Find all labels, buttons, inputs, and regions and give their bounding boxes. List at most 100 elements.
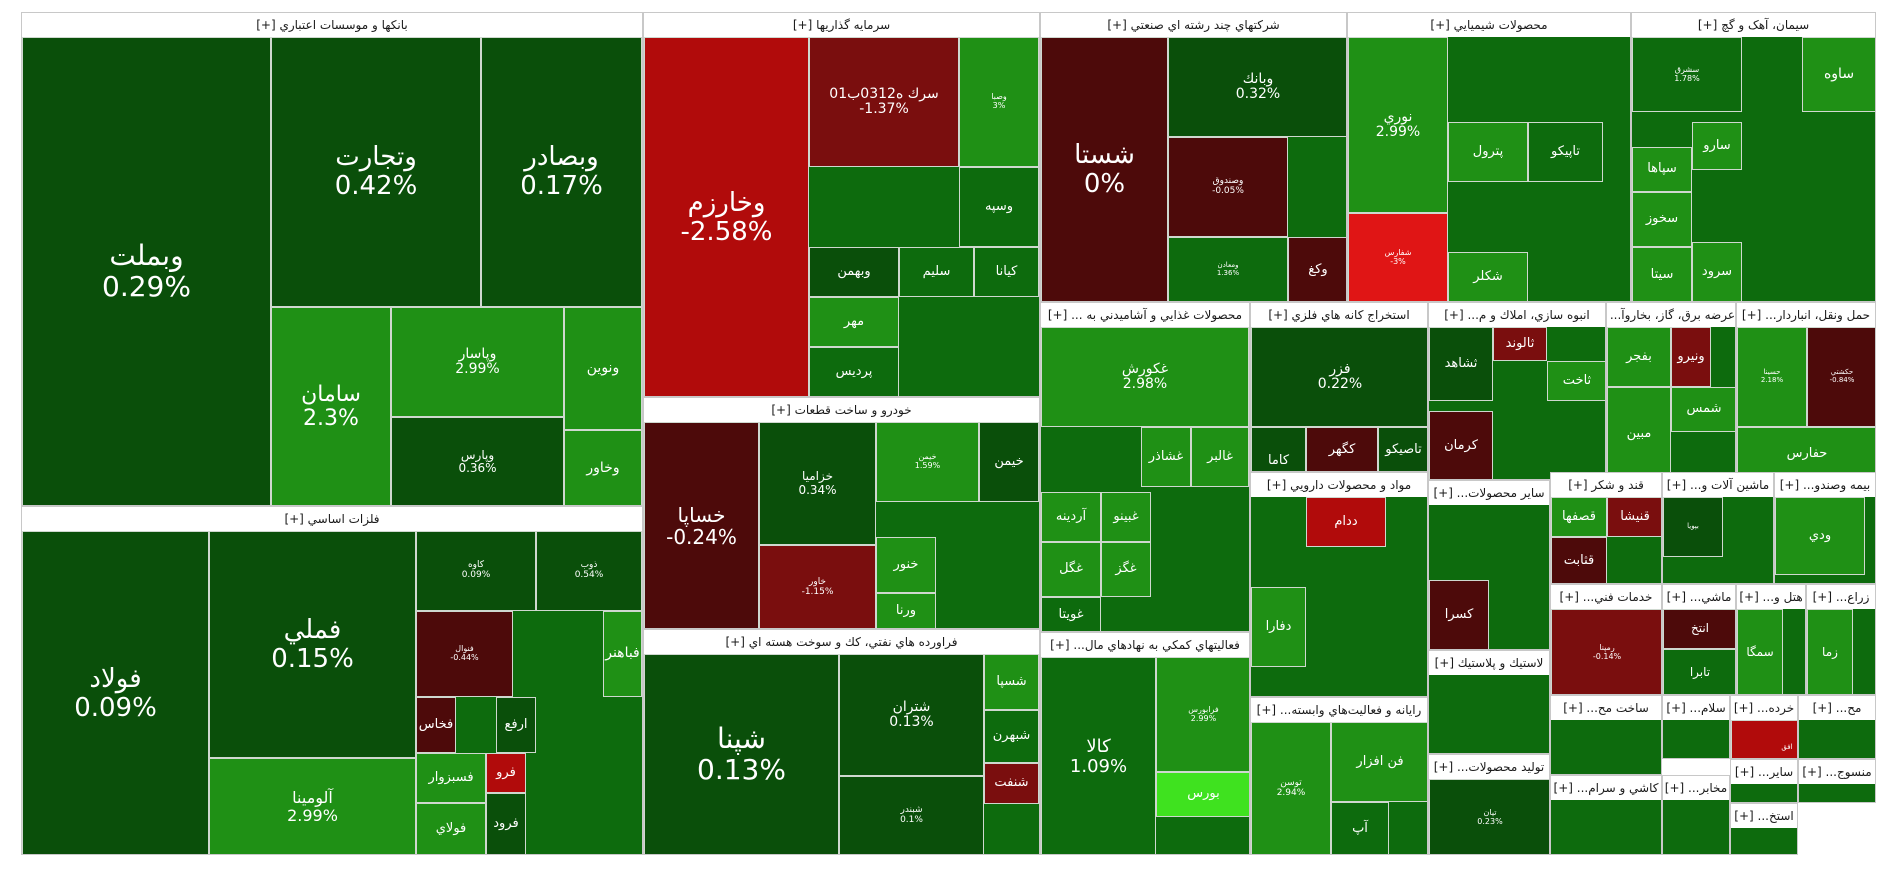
sector-header[interactable]: قند و شكر [+]: [1551, 473, 1661, 498]
stock-tile[interactable]: حكشتي -0.84%: [1807, 327, 1875, 427]
stock-tile[interactable]: خيمن: [979, 422, 1039, 502]
stock-tile[interactable]: ددام: [1306, 497, 1386, 547]
stock-tile[interactable]: ونوين: [564, 307, 642, 430]
stock-tile[interactable]: تابرا: [1663, 649, 1735, 694]
stock-tile[interactable]: ساوه: [1802, 37, 1875, 112]
stock-tile[interactable]: ورنا: [876, 593, 936, 628]
sector-header[interactable]: لاستيك و پلاستيك [+]: [1429, 651, 1549, 676]
stock-tile[interactable]: دفارا: [1251, 587, 1306, 667]
stock-tile[interactable]: فباهنر: [603, 611, 642, 697]
sector-header[interactable]: مخابر... [+]: [1663, 776, 1729, 801]
sector-header[interactable]: ماشين آلات و... [+]: [1663, 473, 1773, 498]
stock-tile[interactable]: رمپنا -0.14%: [1551, 609, 1661, 694]
stock-tile[interactable]: كيانا: [974, 247, 1039, 297]
sector-header[interactable]: فعاليتهاي كمكي به نهادهاي مال... [+]: [1041, 633, 1249, 658]
stock-tile[interactable]: فسبزوار: [416, 753, 486, 803]
stock-tile[interactable]: سشرق 1.78%: [1632, 37, 1742, 112]
sector-header[interactable]: سيمان، آهک و گچ [+]: [1632, 13, 1875, 38]
stock-tile[interactable]: وكغ: [1288, 237, 1346, 301]
stock-tile[interactable]: آپ: [1331, 802, 1389, 854]
stock-tile[interactable]: سپاها: [1632, 147, 1692, 192]
stock-tile[interactable]: خيمن 1.59%: [876, 422, 979, 502]
stock-tile[interactable]: كاما: [1251, 427, 1306, 471]
sector-header[interactable]: بانکها و موسسات اعتباري [+]: [22, 13, 642, 38]
stock-tile[interactable]: فخاس: [416, 697, 456, 753]
stock-tile[interactable]: تيان 0.23%: [1429, 779, 1549, 854]
sector-header[interactable]: زراع... [+]: [1807, 585, 1875, 610]
sector-header[interactable]: ساير محصولات... [+]: [1429, 481, 1549, 506]
stock-tile[interactable]: حفارس: [1737, 427, 1875, 479]
stock-tile[interactable]: غويتا: [1041, 597, 1101, 631]
sector-header[interactable]: سلام... [+]: [1663, 696, 1729, 721]
stock-tile[interactable]: كگهر: [1306, 427, 1378, 471]
sector-header[interactable]: محصولات شيميايي [+]: [1348, 13, 1630, 38]
stock-tile[interactable]: سامان 2.3%: [271, 307, 391, 505]
stock-tile[interactable]: شسپا: [984, 654, 1039, 710]
stock-tile[interactable]: وتجارت 0.42%: [271, 37, 481, 307]
stock-tile[interactable]: غگل: [1041, 542, 1101, 597]
stock-tile[interactable]: وبهمن: [809, 247, 899, 297]
sector-header[interactable]: حمل ونقل، انباردار... [+]: [1737, 303, 1875, 328]
stock-tile[interactable]: غگز: [1101, 542, 1151, 597]
sector-header[interactable]: استخراج کانه هاي فلزي [+]: [1251, 303, 1427, 328]
stock-tile[interactable]: وپارس 0.36%: [391, 417, 564, 505]
stock-tile[interactable]: شستا 0%: [1041, 37, 1168, 301]
sector-header[interactable]: توليد محصولات... [+]: [1429, 755, 1549, 780]
stock-tile[interactable]: وخارزم -2.58%: [644, 37, 809, 396]
stock-tile[interactable]: پرديس: [809, 347, 899, 396]
stock-tile[interactable]: زما: [1807, 609, 1853, 694]
stock-tile[interactable]: بپويا: [1663, 497, 1723, 557]
stock-tile[interactable]: قصفها: [1551, 497, 1607, 537]
stock-tile[interactable]: آلومينا 2.99%: [209, 758, 416, 854]
stock-tile[interactable]: فولاد 0.09%: [22, 531, 209, 854]
stock-tile[interactable]: حسينا 2.18%: [1737, 327, 1807, 427]
stock-tile[interactable]: غشاذر: [1141, 427, 1191, 487]
stock-tile[interactable]: فرو: [486, 753, 526, 793]
stock-tile[interactable]: مهر: [809, 297, 899, 347]
stock-tile[interactable]: توسن 2.94%: [1251, 722, 1331, 854]
stock-tile[interactable]: پترول: [1448, 122, 1528, 182]
stock-tile[interactable]: غبينو: [1101, 492, 1151, 542]
stock-tile[interactable]: بورس: [1156, 772, 1249, 817]
stock-tile[interactable]: شتران 0.13%: [839, 654, 984, 776]
stock-tile[interactable]: ونيرو: [1671, 327, 1711, 387]
stock-tile[interactable]: ثاخت: [1547, 361, 1605, 401]
stock-tile[interactable]: خاور -1.15%: [759, 545, 876, 628]
sector-header[interactable]: فراورده هاي نفتي، كك و سوخت هسته اي [+]: [644, 630, 1039, 655]
stock-tile[interactable]: ودي: [1775, 497, 1865, 575]
sector-header[interactable]: خودرو و ساخت قطعات [+]: [644, 398, 1039, 423]
sector-header[interactable]: ساير... [+]: [1731, 760, 1797, 785]
stock-tile[interactable]: وخاور: [564, 430, 642, 505]
stock-tile[interactable]: وبملت 0.29%: [22, 37, 271, 505]
sector-header[interactable]: خرده... [+]: [1731, 696, 1797, 721]
stock-tile[interactable]: مبين: [1607, 387, 1671, 479]
stock-tile[interactable]: فولاي: [416, 803, 486, 854]
sector-header[interactable]: كاشي و سرام... [+]: [1551, 776, 1661, 801]
stock-tile[interactable]: كرمان: [1429, 411, 1493, 479]
stock-tile[interactable]: سرك ه0312ب01 -1.37%: [809, 37, 959, 167]
stock-tile[interactable]: غكورش 2.98%: [1041, 327, 1249, 427]
stock-tile[interactable]: آردينه: [1041, 492, 1101, 542]
stock-tile[interactable]: وبانك 0.32%: [1168, 37, 1346, 137]
stock-tile[interactable]: وبصادر 0.17%: [481, 37, 642, 307]
sector-header[interactable]: محصولات غذايي و آشاميدني به ... [+]: [1041, 303, 1249, 328]
stock-tile[interactable]: سمگا: [1737, 609, 1783, 694]
stock-tile[interactable]: فرابورس 2.99%: [1156, 657, 1249, 772]
stock-tile[interactable]: ثالوند: [1493, 327, 1547, 361]
stock-tile[interactable]: ذوب 0.54%: [536, 531, 642, 611]
stock-tile[interactable]: ثشاهد: [1429, 327, 1493, 401]
stock-tile[interactable]: انتخ: [1663, 609, 1735, 649]
stock-tile[interactable]: ومعادن 1.36%: [1168, 237, 1288, 301]
stock-tile[interactable]: خزاميا 0.34%: [759, 422, 876, 545]
sector-header[interactable]: مح... [+]: [1799, 696, 1875, 721]
stock-tile[interactable]: سخوز: [1632, 192, 1692, 247]
stock-tile[interactable]: وصبا 3%: [959, 37, 1039, 167]
stock-tile[interactable]: سارو: [1692, 122, 1742, 170]
sector-header[interactable]: سرمايه گذاريها [+]: [644, 13, 1039, 38]
stock-tile[interactable]: شفارس -3%: [1348, 213, 1448, 301]
stock-tile[interactable]: افق: [1731, 720, 1797, 758]
sector-header[interactable]: منسوج... [+]: [1799, 760, 1875, 785]
stock-tile[interactable]: شكلر: [1448, 252, 1528, 301]
sector-header[interactable]: فلزات اساسي [+]: [22, 507, 642, 532]
stock-tile[interactable]: فن افزار: [1331, 722, 1427, 802]
